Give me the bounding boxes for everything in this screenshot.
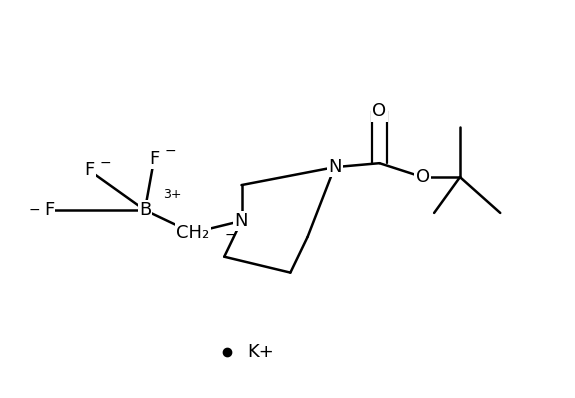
Text: −: −: [29, 203, 40, 217]
Text: O: O: [373, 102, 386, 121]
Text: −: −: [224, 228, 236, 242]
Text: F: F: [149, 150, 159, 168]
Text: F: F: [84, 161, 94, 179]
Text: N: N: [235, 212, 248, 230]
Text: K+: K+: [247, 343, 274, 361]
Text: F: F: [44, 201, 54, 219]
Text: N: N: [328, 158, 342, 176]
Text: O: O: [416, 168, 430, 186]
Text: CH₂: CH₂: [176, 224, 209, 242]
Text: −: −: [99, 155, 111, 170]
Text: 3+: 3+: [163, 188, 182, 201]
Text: B: B: [139, 201, 151, 219]
Text: −: −: [164, 144, 176, 158]
